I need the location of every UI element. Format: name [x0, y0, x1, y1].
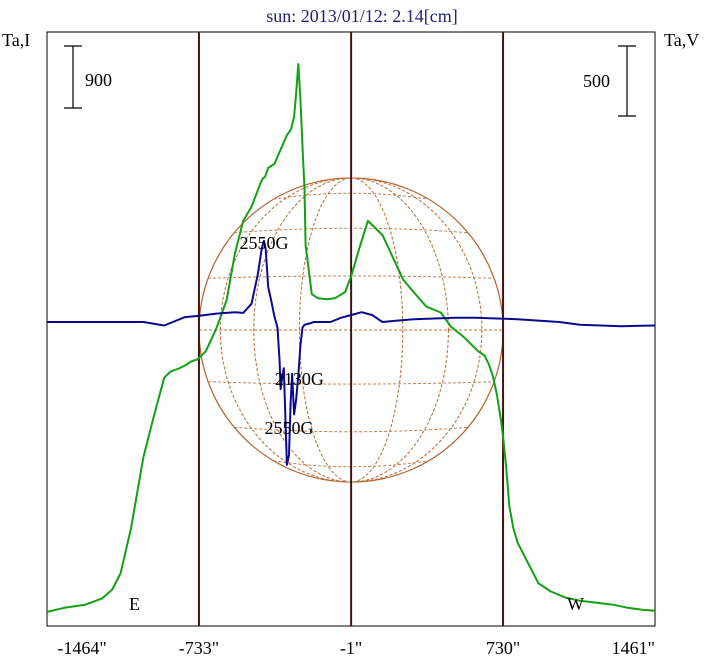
disk-parallel: [208, 381, 495, 385]
x-tick-label: -1": [340, 638, 362, 658]
chart-title: sun: 2013/01/12: 2.14[cm]: [266, 6, 458, 26]
series-ta-v-line: [47, 239, 656, 466]
annotation-label: 2550G: [264, 418, 313, 438]
x-tick-label: 730": [486, 638, 520, 658]
east-marker: E: [129, 594, 140, 614]
limb-lines: [197, 32, 505, 626]
right-scale-bar-label: 500: [583, 71, 610, 91]
disk-meridian: [253, 177, 449, 483]
right-scale-bar: 500: [583, 45, 636, 117]
west-marker: W: [567, 594, 584, 614]
series-group: [46, 63, 656, 613]
left-scale-bar-label: 900: [85, 70, 112, 90]
annotations: 2550G 2130G 2550G: [240, 233, 324, 438]
x-tick-label: -733": [179, 638, 219, 658]
x-tick-label: -1464": [57, 638, 106, 658]
series-ta-i-line: [46, 63, 656, 613]
disk-parallel: [208, 275, 495, 279]
annotation-label: 2550G: [240, 233, 289, 253]
x-tick-label: 1461": [612, 638, 655, 658]
left-scale-bar: 900: [64, 45, 112, 109]
right-axis-label: Ta,V: [664, 30, 699, 50]
annotation-label: 2130G: [275, 369, 324, 389]
x-tick-labels: -1464" -733" -1" 730" 1461": [57, 638, 655, 658]
left-axis-label: Ta,I: [2, 30, 30, 50]
